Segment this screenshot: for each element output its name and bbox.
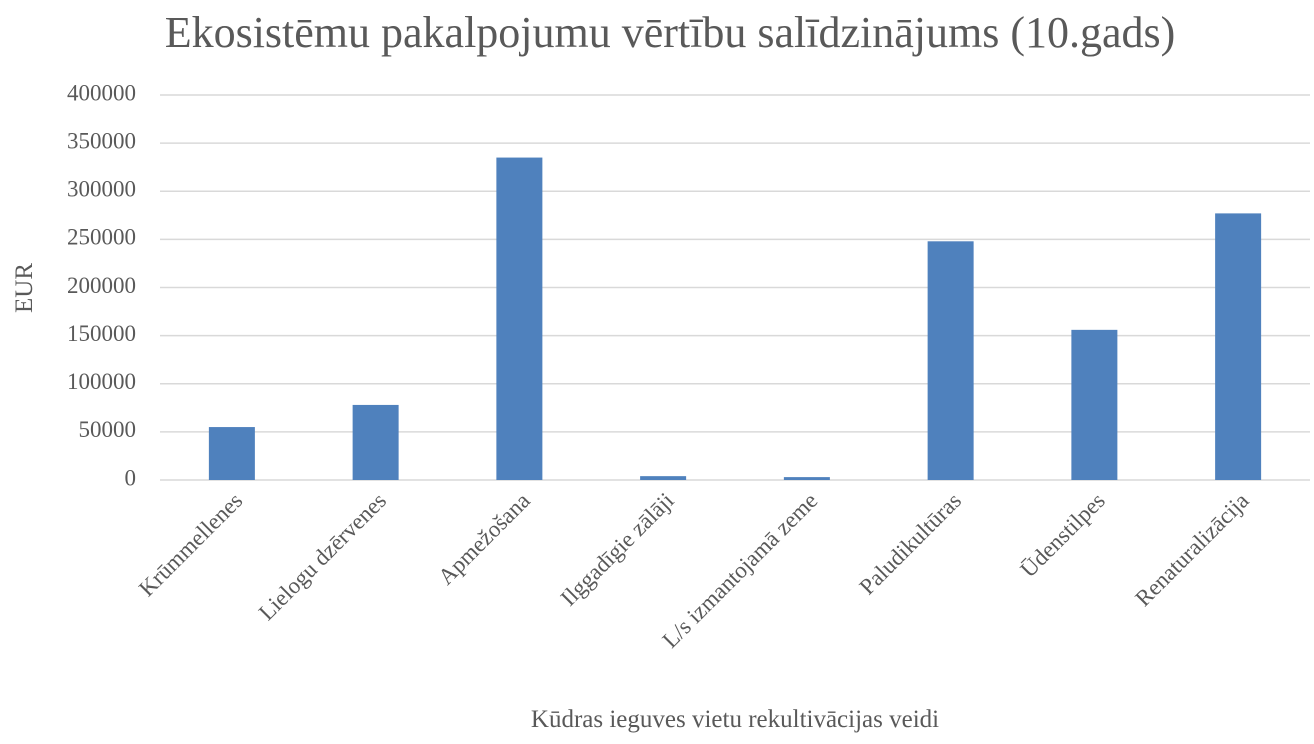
y-tick-label: 100000 xyxy=(67,369,136,394)
x-axis-title: Kūdras ieguves vietu rekultivācijas veid… xyxy=(531,706,939,733)
x-tick-label: Renaturalizācija xyxy=(1130,488,1253,611)
bar xyxy=(352,404,399,480)
bar xyxy=(1215,213,1262,480)
x-tick-label: Krūmmellenes xyxy=(134,488,247,601)
x-tick-label: L/s izmantojamā zeme xyxy=(658,488,823,653)
y-tick-label: 400000 xyxy=(67,80,136,105)
y-tick-label: 0 xyxy=(125,465,137,490)
chart-title: Ekosistēmu pakalpojumu vērtību salīdzinā… xyxy=(165,8,1176,57)
x-tick-label: Paludikultūras xyxy=(855,488,967,600)
bar xyxy=(927,241,974,480)
y-tick-label: 150000 xyxy=(67,321,136,346)
bar xyxy=(783,477,830,480)
y-tick-label: 350000 xyxy=(67,128,136,153)
x-tick-label: Ūdenstilpes xyxy=(1015,488,1110,583)
y-axis-title: EUR xyxy=(11,263,38,313)
bar xyxy=(496,157,543,480)
bar xyxy=(1071,329,1118,480)
bar xyxy=(208,427,255,480)
y-tick-label: 250000 xyxy=(67,225,136,250)
x-tick-label: Apmežošana xyxy=(433,488,535,590)
x-tick-label: Lielogu dzērvenes xyxy=(254,488,391,625)
y-tick-label: 200000 xyxy=(67,273,136,298)
y-tick-label: 300000 xyxy=(67,177,136,202)
bar xyxy=(640,476,687,480)
x-tick-label: Ilggadīgie zālāji xyxy=(556,488,679,611)
y-tick-label: 50000 xyxy=(79,417,137,442)
